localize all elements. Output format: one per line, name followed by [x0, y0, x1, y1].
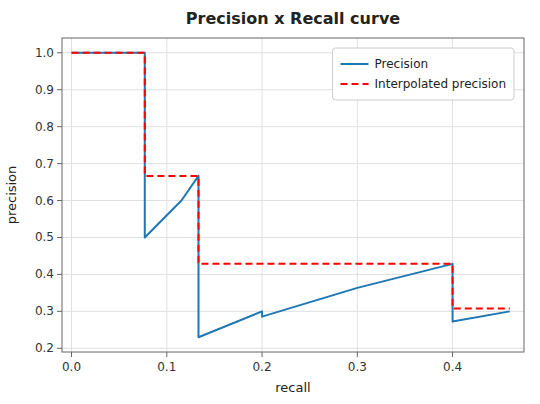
legend-label: Precision	[375, 57, 429, 71]
tick-label: 0.2	[252, 360, 271, 374]
grid-line	[262, 38, 263, 352]
tick-mark	[357, 352, 358, 357]
grid-line	[62, 311, 524, 312]
tick-mark	[57, 200, 62, 201]
grid-line	[62, 237, 524, 238]
tick-mark	[166, 352, 167, 357]
plot-background	[62, 38, 524, 352]
tick-label: 0.4	[35, 267, 54, 281]
tick-mark	[57, 237, 62, 238]
tick-label: 0.5	[35, 230, 54, 244]
legend-swatch	[341, 83, 369, 85]
tick-mark	[262, 352, 263, 357]
tick-mark	[57, 89, 62, 90]
legend: Precision Interpolated precision	[333, 48, 514, 100]
tick-mark	[57, 126, 62, 127]
legend-box	[333, 48, 514, 100]
tick-label: 0.8	[35, 120, 54, 134]
tick-mark	[57, 52, 62, 53]
legend-swatch	[341, 63, 369, 65]
x-axis-label: recall	[275, 380, 310, 395]
grid-line	[62, 126, 524, 127]
tick-mark	[57, 348, 62, 349]
tick-label: 0.2	[35, 341, 54, 355]
legend-label: Interpolated precision	[375, 77, 506, 91]
tick-label: 0.4	[443, 360, 462, 374]
tick-mark	[452, 352, 453, 357]
tick-mark	[57, 311, 62, 312]
tick-label: 1.0	[35, 46, 54, 60]
tick-label: 0.3	[348, 360, 367, 374]
grid-line	[62, 200, 524, 201]
y-axis-label: precision	[4, 166, 19, 225]
tick-mark	[57, 274, 62, 275]
chart: 0.0 0.1 0.2 0.3 0.4 0.2 0.3 0.4 0.5 0.6 0.7 0.8 0.9 1…	[0, 0, 540, 404]
tick-label: 0.3	[35, 304, 54, 318]
tick-label: 0.9	[35, 83, 54, 97]
grid-line	[62, 163, 524, 164]
grid-line	[62, 274, 524, 275]
tick-label: 0.1	[157, 360, 176, 374]
plot-frame	[62, 38, 524, 352]
tick-label: 0.0	[62, 360, 81, 374]
grid-line	[62, 348, 524, 349]
tick-label: 0.7	[35, 157, 54, 171]
tick-label: 0.6	[35, 194, 54, 208]
title: Precision x Recall curve	[186, 9, 400, 28]
tick-mark	[57, 163, 62, 164]
grid-line	[166, 38, 167, 352]
grid	[62, 38, 524, 352]
tick-mark	[71, 352, 72, 357]
grid-line	[71, 38, 72, 352]
